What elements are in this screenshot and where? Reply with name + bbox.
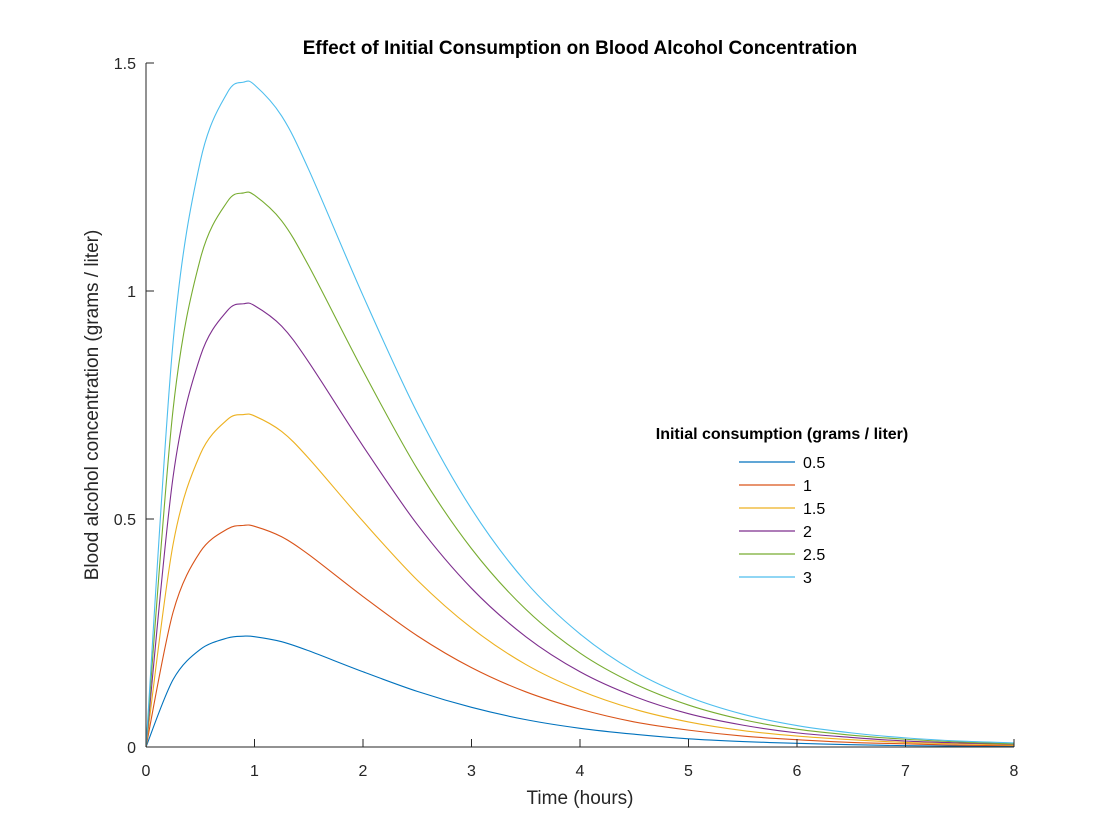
legend-entry: 2: [739, 524, 812, 541]
legend-label: 1.5: [803, 501, 825, 518]
y-tick-label: 0: [127, 740, 136, 757]
legend-label: 0.5: [803, 455, 825, 472]
series-line-0.5: [145, 635, 1015, 748]
legend-entry: 1.5: [739, 501, 825, 518]
legend-label: 3: [803, 570, 812, 587]
y-axis-label: Blood alcohol concentration (grams / lit…: [82, 230, 103, 581]
legend-entry: 0.5: [739, 455, 825, 472]
y-ticks: 0 0.5 1 1.5: [114, 56, 154, 757]
legend-label: 1: [803, 478, 812, 495]
legend-entry: 2.5: [739, 547, 825, 564]
legend-title: Initial consumption (grams / liter): [656, 426, 908, 443]
y-tick-label: 0.5: [114, 512, 136, 529]
series-layer: [145, 80, 1015, 748]
x-tick-label: 3: [467, 763, 476, 780]
legend-label: 2.5: [803, 547, 825, 564]
x-ticks: 0 1 2 3 4 5 6 7 8: [142, 739, 1019, 780]
x-tick-label: 6: [793, 763, 802, 780]
legend-label: 2: [803, 524, 812, 541]
series-line-3: [145, 80, 1015, 748]
legend-entry: 3: [739, 570, 812, 587]
x-tick-label: 0: [142, 763, 151, 780]
legend-entry: 1: [739, 478, 812, 495]
x-axis-label: Time (hours): [527, 788, 634, 809]
y-tick-label: 1.5: [114, 56, 136, 73]
plot-area: 0 1 2 3 4 5 6 7 8 0 0.5 1 1.5: [114, 56, 1019, 780]
x-tick-label: 5: [684, 763, 693, 780]
x-tick-label: 2: [359, 763, 368, 780]
y-tick-label: 1: [127, 284, 136, 301]
legend-entries: 0.5 1 1.5 2 2.5 3: [739, 455, 825, 587]
series-line-1: [145, 524, 1015, 748]
chart-title: Effect of Initial Consumption on Blood A…: [303, 38, 857, 59]
x-tick-label: 4: [576, 763, 585, 780]
series-line-2.5: [145, 191, 1015, 748]
x-tick-label: 1: [250, 763, 259, 780]
series-line-1.5: [145, 413, 1015, 748]
legend: Initial consumption (grams / liter) 0.5 1…: [656, 426, 908, 587]
series-line-2: [145, 302, 1015, 748]
x-tick-label: 8: [1010, 763, 1019, 780]
x-tick-label: 7: [901, 763, 910, 780]
